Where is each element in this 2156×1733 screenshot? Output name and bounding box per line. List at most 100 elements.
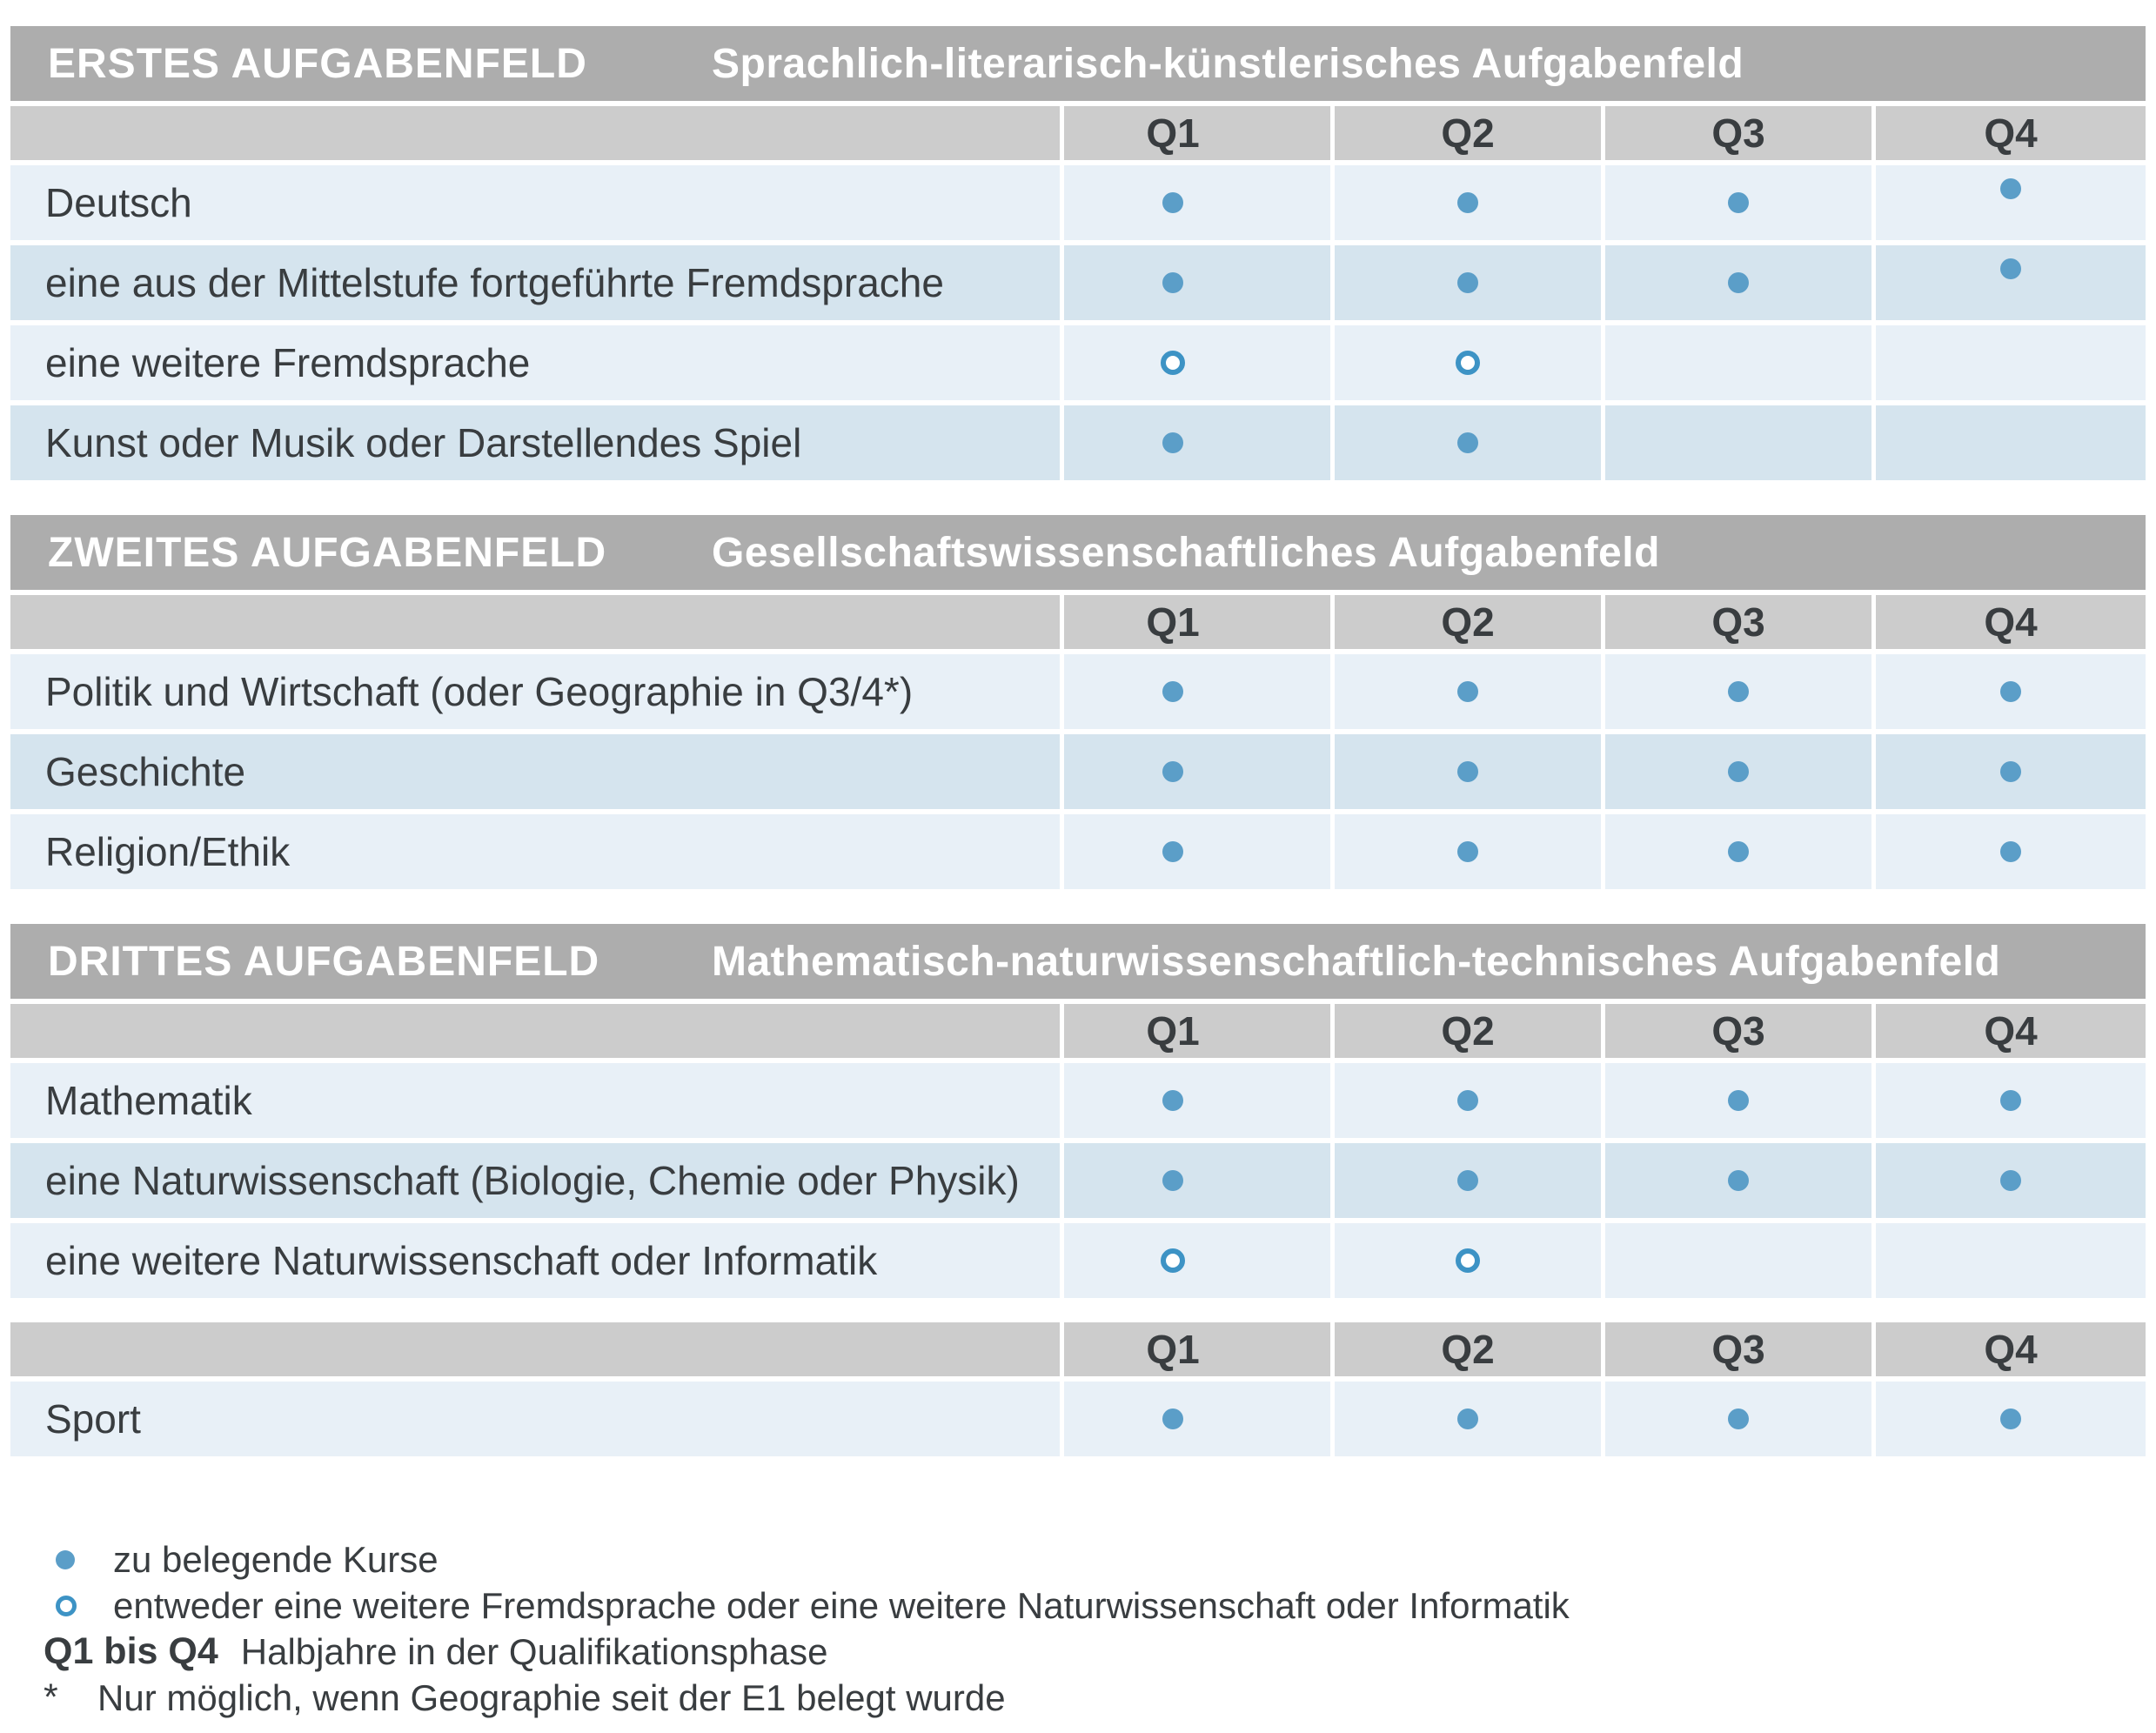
course-marker-icon <box>2000 841 2021 862</box>
column-header-q4: Q4 <box>1876 1004 2146 1058</box>
cell-q1 <box>1064 1063 1330 1138</box>
cell-q3 <box>1605 405 1871 480</box>
column-header-q2: Q2 <box>1335 1004 1601 1058</box>
cell-q3 <box>1605 654 1871 729</box>
course-marker-icon <box>1456 1248 1480 1273</box>
legend-text: Nur möglich, wenn Geographie seit der E1… <box>97 1676 1006 1718</box>
cell-q3 <box>1605 1223 1871 1298</box>
cell-q4 <box>1876 814 2146 889</box>
course-marker-icon <box>1728 192 1749 213</box>
course-marker-icon <box>1457 1408 1478 1429</box>
course-marker-icon <box>1457 192 1478 213</box>
column-header-spacer <box>10 595 1060 649</box>
course-marker-icon <box>1162 841 1183 862</box>
legend-item-q-range: Q1 bis Q4 Halbjahre in der Qualifikation… <box>44 1629 2146 1675</box>
section-title: DRITTES AUFGABENFELD <box>48 938 600 985</box>
cell-q3 <box>1605 1063 1871 1138</box>
cell-q3 <box>1605 1143 1871 1218</box>
course-marker-icon <box>1161 351 1185 375</box>
course-marker-icon <box>1457 1090 1478 1111</box>
column-header-spacer <box>10 1004 1060 1058</box>
course-marker-icon <box>1162 681 1183 702</box>
course-marker-icon <box>1162 1170 1183 1191</box>
cell-q4 <box>1876 734 2146 809</box>
cell-q4 <box>1876 1063 2146 1138</box>
open-dot-icon <box>56 1595 77 1616</box>
cell-q2 <box>1335 165 1601 240</box>
column-header-q4: Q4 <box>1876 106 2146 160</box>
column-header-q2: Q2 <box>1335 1322 1601 1376</box>
course-marker-icon <box>1457 272 1478 293</box>
course-marker-icon <box>2000 1090 2021 1111</box>
course-marker-icon <box>1456 351 1480 375</box>
cell-q3 <box>1605 165 1871 240</box>
row-label: eine Naturwissenschaft (Biologie, Chemie… <box>10 1143 1060 1218</box>
row-label: Politik und Wirtschaft (oder Geographie … <box>10 654 1060 729</box>
column-header-q2: Q2 <box>1335 595 1601 649</box>
course-table: Q1 Q2 Q3 Q4 Deutsch eine aus der Mittels… <box>10 106 2146 480</box>
column-header-spacer <box>10 1322 1060 1376</box>
legend-text: entweder eine weitere Fremdsprache oder … <box>113 1584 1570 1626</box>
cell-q3 <box>1605 814 1871 889</box>
filled-dot-icon <box>56 1549 75 1569</box>
course-marker-icon <box>1728 761 1749 782</box>
course-marker-icon <box>2000 258 2021 279</box>
cell-q1 <box>1064 654 1330 729</box>
cell-q2 <box>1335 1063 1601 1138</box>
legend-text: Halbjahre in der Qualifikationsphase <box>240 1630 828 1672</box>
row-label: Mathematik <box>10 1063 1060 1138</box>
course-marker-icon <box>1457 761 1478 782</box>
course-marker-icon <box>1161 1248 1185 1273</box>
cell-q4 <box>1876 654 2146 729</box>
column-header-q3: Q3 <box>1605 595 1871 649</box>
row-label: eine weitere Naturwissenschaft oder Info… <box>10 1223 1060 1298</box>
legend: zu belegende Kurse entweder eine weitere… <box>10 1536 2146 1721</box>
cell-q1 <box>1064 405 1330 480</box>
legend-item-filled-dot: zu belegende Kurse <box>44 1536 2146 1582</box>
column-header-spacer <box>10 106 1060 160</box>
section-zweites-aufgabenfeld: ZWEITES AUFGABENFELD Gesellschaftswissen… <box>10 515 2146 889</box>
course-marker-icon <box>1457 432 1478 453</box>
cell-q4 <box>1876 1382 2146 1456</box>
course-marker-icon <box>2000 178 2021 199</box>
legend-marker <box>44 1549 113 1569</box>
cell-q2 <box>1335 1382 1601 1456</box>
course-marker-icon <box>1728 1170 1749 1191</box>
course-marker-icon <box>1457 1170 1478 1191</box>
column-header-q3: Q3 <box>1605 1004 1871 1058</box>
course-table: Q1 Q2 Q3 Q4 Mathematik eine Naturwissens… <box>10 1004 2146 1298</box>
course-marker-icon <box>1162 1408 1183 1429</box>
cell-q2 <box>1335 405 1601 480</box>
column-header-q1: Q1 <box>1064 106 1330 160</box>
section-sport: Q1 Q2 Q3 Q4 Sport <box>10 1322 2146 1456</box>
course-marker-icon <box>2000 1408 2021 1429</box>
column-header-q3: Q3 <box>1605 1322 1871 1376</box>
column-header-q1: Q1 <box>1064 1322 1330 1376</box>
course-marker-icon <box>1728 272 1749 293</box>
course-marker-icon <box>2000 681 2021 702</box>
cell-q2 <box>1335 1143 1601 1218</box>
cell-q1 <box>1064 734 1330 809</box>
section-title: ERSTES AUFGABENFELD <box>48 40 587 87</box>
course-marker-icon <box>1728 841 1749 862</box>
section-subtitle: Sprachlich-literarisch-künstlerisches Au… <box>712 40 1744 87</box>
cell-q1 <box>1064 1223 1330 1298</box>
course-marker-icon <box>2000 1170 2021 1191</box>
row-label: Sport <box>10 1382 1060 1456</box>
section-subtitle: Gesellschaftswissenschaftliches Aufgaben… <box>712 529 1660 576</box>
cell-q2 <box>1335 814 1601 889</box>
column-header-q2: Q2 <box>1335 106 1601 160</box>
row-label: eine aus der Mittelstufe fortgeführte Fr… <box>10 245 1060 320</box>
cell-q2 <box>1335 325 1601 400</box>
course-marker-icon <box>1457 841 1478 862</box>
course-marker-icon <box>1728 1090 1749 1111</box>
cell-q1 <box>1064 245 1330 320</box>
cell-q3 <box>1605 245 1871 320</box>
column-header-q1: Q1 <box>1064 595 1330 649</box>
section-drittes-aufgabenfeld: DRITTES AUFGABENFELD Mathematisch-naturw… <box>10 924 2146 1298</box>
row-label: eine weitere Fremdsprache <box>10 325 1060 400</box>
row-label: Kunst oder Musik oder Darstellendes Spie… <box>10 405 1060 480</box>
section-erstes-aufgabenfeld: ERSTES AUFGABENFELD Sprachlich-literaris… <box>10 26 2146 480</box>
legend-key: Q1 bis Q4 <box>44 1630 218 1672</box>
